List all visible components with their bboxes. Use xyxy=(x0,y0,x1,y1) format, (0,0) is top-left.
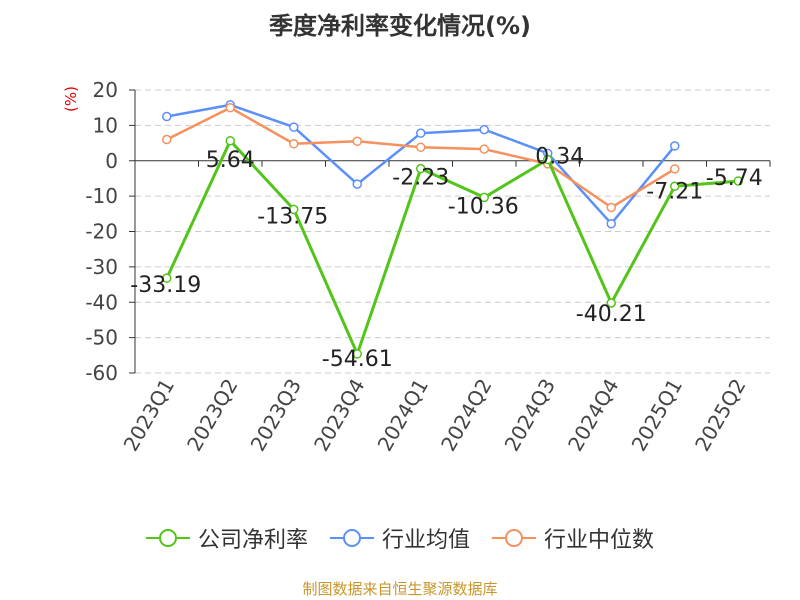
grid-lines xyxy=(135,89,770,374)
data-label: 5.64 xyxy=(206,148,255,173)
data-point xyxy=(733,176,743,186)
x-tick-label: 2024Q1 xyxy=(373,375,433,456)
chart-title: 季度净利率变化情况(%) xyxy=(269,12,531,40)
data-label: -13.75 xyxy=(257,204,328,229)
x-tick-label: 2023Q4 xyxy=(309,375,369,456)
data-label: -7.21 xyxy=(646,179,703,204)
x-tick-label: 2023Q1 xyxy=(119,375,179,456)
x-tick-label: 2023Q2 xyxy=(182,375,242,456)
data-point xyxy=(416,142,426,153)
x-tick-label: 2024Q2 xyxy=(436,375,496,456)
series-line xyxy=(165,139,739,356)
x-tick-label: 2023Q3 xyxy=(246,375,306,456)
x-tick-label: 2024Q3 xyxy=(500,375,560,456)
data-point xyxy=(225,136,235,146)
data-label: -2.23 xyxy=(392,166,449,191)
data-labels: -33.19 5.64 -13.75 -54.61 -2.23 -10.36 0.34 -40… xyxy=(130,145,762,372)
data-label: -54.61 xyxy=(322,347,393,372)
x-tick-label: 2025Q2 xyxy=(690,375,750,456)
legend-item-industry-mean[interactable]: 行业均值 xyxy=(329,522,470,554)
y-tick-label: -10 xyxy=(85,184,118,208)
data-label: -5.74 xyxy=(706,166,763,191)
data-point xyxy=(162,111,172,122)
data-point xyxy=(352,349,362,359)
legend-item-industry-median[interactable]: 行业中位数 xyxy=(492,522,654,554)
legend-item-company[interactable]: 公司净利率 xyxy=(145,522,308,554)
y-tick-label: -30 xyxy=(85,255,118,279)
data-point xyxy=(606,202,616,213)
data-label: -40.21 xyxy=(576,302,647,327)
data-point xyxy=(670,164,680,174)
y-tick-label: 20 xyxy=(93,78,118,102)
data-point xyxy=(479,124,489,135)
x-tick-label: 2025Q1 xyxy=(627,375,687,456)
data-point xyxy=(162,134,172,145)
data-label: 0.34 xyxy=(535,145,584,170)
data-point xyxy=(162,273,172,283)
y-tick-label: 10 xyxy=(93,113,118,137)
data-point xyxy=(289,139,299,149)
x-tick-label: 2024Q4 xyxy=(563,375,623,456)
data-label: -10.36 xyxy=(448,194,519,219)
y-tick-label: -20 xyxy=(85,220,118,244)
data-point xyxy=(352,136,362,147)
series-lines xyxy=(162,100,743,359)
legend-line-icon xyxy=(492,529,536,547)
legend-line-icon xyxy=(145,529,190,547)
data-point xyxy=(416,128,426,138)
data-source-footer: 制图数据来自恒生聚源数据库 xyxy=(302,580,498,598)
y-tick-label: 0 xyxy=(105,149,118,173)
data-point xyxy=(543,154,553,165)
data-point xyxy=(606,218,616,229)
y-tick-label: -60 xyxy=(85,361,118,385)
legend: 公司净利率 行业均值 行业中位数 xyxy=(0,522,800,554)
y-tick-label: -40 xyxy=(85,290,118,314)
legend-label: 行业均值 xyxy=(381,528,470,553)
legend-label: 公司净利率 xyxy=(197,528,308,553)
data-point xyxy=(352,179,362,189)
data-point xyxy=(289,122,299,132)
legend-label: 行业中位数 xyxy=(544,528,655,553)
data-point xyxy=(416,163,426,174)
y-tick-label: -50 xyxy=(85,326,118,350)
data-point xyxy=(606,298,616,308)
data-point xyxy=(670,181,680,192)
data-point xyxy=(289,204,299,215)
data-label: -33.19 xyxy=(130,273,201,298)
legend-line-icon xyxy=(329,529,374,547)
data-point xyxy=(479,144,489,154)
data-point xyxy=(670,141,680,151)
data-point xyxy=(479,192,489,203)
y-axis-label: (%) xyxy=(62,86,80,112)
data-point xyxy=(225,102,235,113)
